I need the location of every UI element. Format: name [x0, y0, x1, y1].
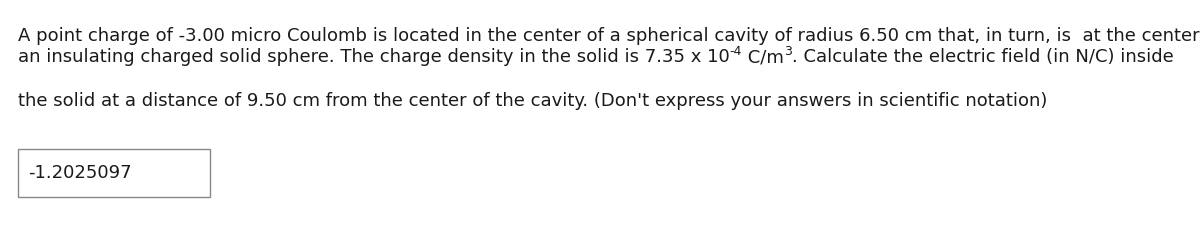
Text: . Calculate the electric field (in N/C) inside: . Calculate the electric field (in N/C) …: [792, 48, 1174, 66]
Text: -1.2025097: -1.2025097: [28, 164, 132, 182]
Text: an insulating charged solid sphere. The charge density in the solid is 7.35 x 10: an insulating charged solid sphere. The …: [18, 48, 730, 66]
Text: A point charge of -3.00 micro Coulomb is located in the center of a spherical ca: A point charge of -3.00 micro Coulomb is…: [18, 27, 1200, 45]
Bar: [18, 149, 210, 197]
Text: the solid at a distance of 9.50 cm from the center of the cavity. (Don't express: the solid at a distance of 9.50 cm from …: [18, 92, 1048, 110]
Text: 3: 3: [784, 45, 792, 58]
Text: -4: -4: [730, 45, 742, 58]
Text: C/m: C/m: [742, 48, 784, 66]
